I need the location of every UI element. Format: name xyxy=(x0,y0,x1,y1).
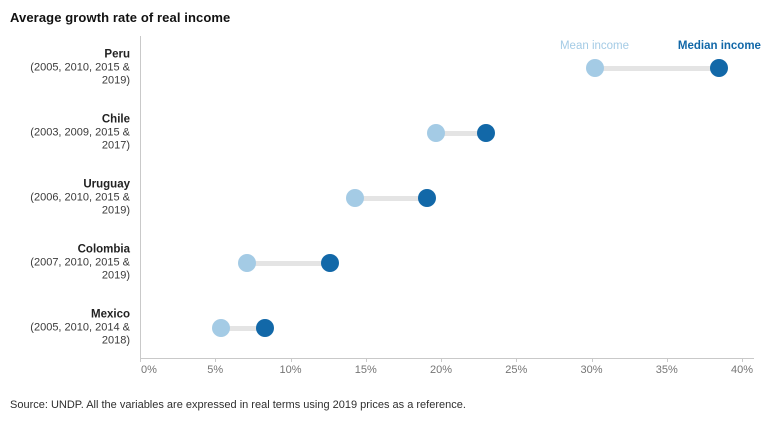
x-tick-label: 5% xyxy=(207,364,224,376)
median-dot xyxy=(477,124,496,142)
category-years: (2007, 2010, 2015 & 2019) xyxy=(30,256,130,282)
x-tick-mark xyxy=(441,358,442,362)
mean-dot xyxy=(346,189,365,207)
category-label-block: Mexico (2005, 2010, 2014 & 2018) xyxy=(0,309,130,348)
mean-dot xyxy=(585,59,604,77)
connector-line xyxy=(246,260,330,266)
x-tick-mark xyxy=(742,358,743,362)
x-tick-label: 40% xyxy=(730,364,754,376)
category-label-block: Peru (2005, 2010, 2015 & 2019) xyxy=(0,49,130,88)
connector-line xyxy=(436,130,487,136)
x-tick-mark xyxy=(666,358,668,362)
category-years: (2005, 2010, 2014 & 2018) xyxy=(30,321,130,347)
x-tick-mark xyxy=(290,358,292,362)
x-tick-mark xyxy=(215,358,217,362)
connector-line xyxy=(594,65,720,71)
mean-dot xyxy=(427,124,446,142)
category-label-block: Colombia (2007, 2010, 2015 & 2019) xyxy=(0,244,130,283)
x-tick-mark xyxy=(140,358,141,362)
category-years: (2006, 2010, 2015 & 2019) xyxy=(30,191,130,217)
x-tick-label: 20% xyxy=(429,364,453,376)
mean-dot xyxy=(237,254,256,272)
mean-dot xyxy=(212,319,231,337)
category-label: Mexico xyxy=(91,308,130,321)
median-dot xyxy=(710,59,729,77)
x-tick-label: 30% xyxy=(580,364,603,376)
category-label-block: Uruguay (2006, 2010, 2015 & 2019) xyxy=(0,179,130,218)
category-years: (2003, 2009, 2015 & 2017) xyxy=(30,126,130,152)
category-label: Colombia xyxy=(77,243,130,256)
x-tick-mark xyxy=(365,358,367,362)
source-note: Source: UNDP. All the variables are expr… xyxy=(10,399,466,411)
x-tick-label: 15% xyxy=(354,364,377,376)
x-tick-mark xyxy=(591,358,593,362)
x-tick-label: 35% xyxy=(655,364,678,376)
legend-mean-income: Mean income xyxy=(559,40,630,52)
legend-median-income: Median income xyxy=(677,40,761,52)
x-tick-label: 10% xyxy=(279,364,302,376)
category-label: Peru xyxy=(104,48,130,61)
x-tick-label: 0% xyxy=(141,364,157,376)
category-label-block: Chile (2003, 2009, 2015 & 2017) xyxy=(0,114,130,153)
connector-line xyxy=(221,325,265,331)
median-dot xyxy=(320,254,339,272)
median-dot xyxy=(255,319,274,337)
median-dot xyxy=(418,189,437,207)
category-years: (2005, 2010, 2015 & 2019) xyxy=(30,61,130,87)
x-axis-line xyxy=(140,358,754,359)
y-axis-line xyxy=(140,36,141,358)
x-tick-label: 25% xyxy=(505,364,528,376)
connector-line xyxy=(355,195,428,201)
category-label: Chile xyxy=(101,113,130,126)
category-label: Uruguay xyxy=(83,178,130,191)
x-tick-mark xyxy=(516,358,518,362)
chart-title: Average growth rate of real income xyxy=(10,10,231,25)
